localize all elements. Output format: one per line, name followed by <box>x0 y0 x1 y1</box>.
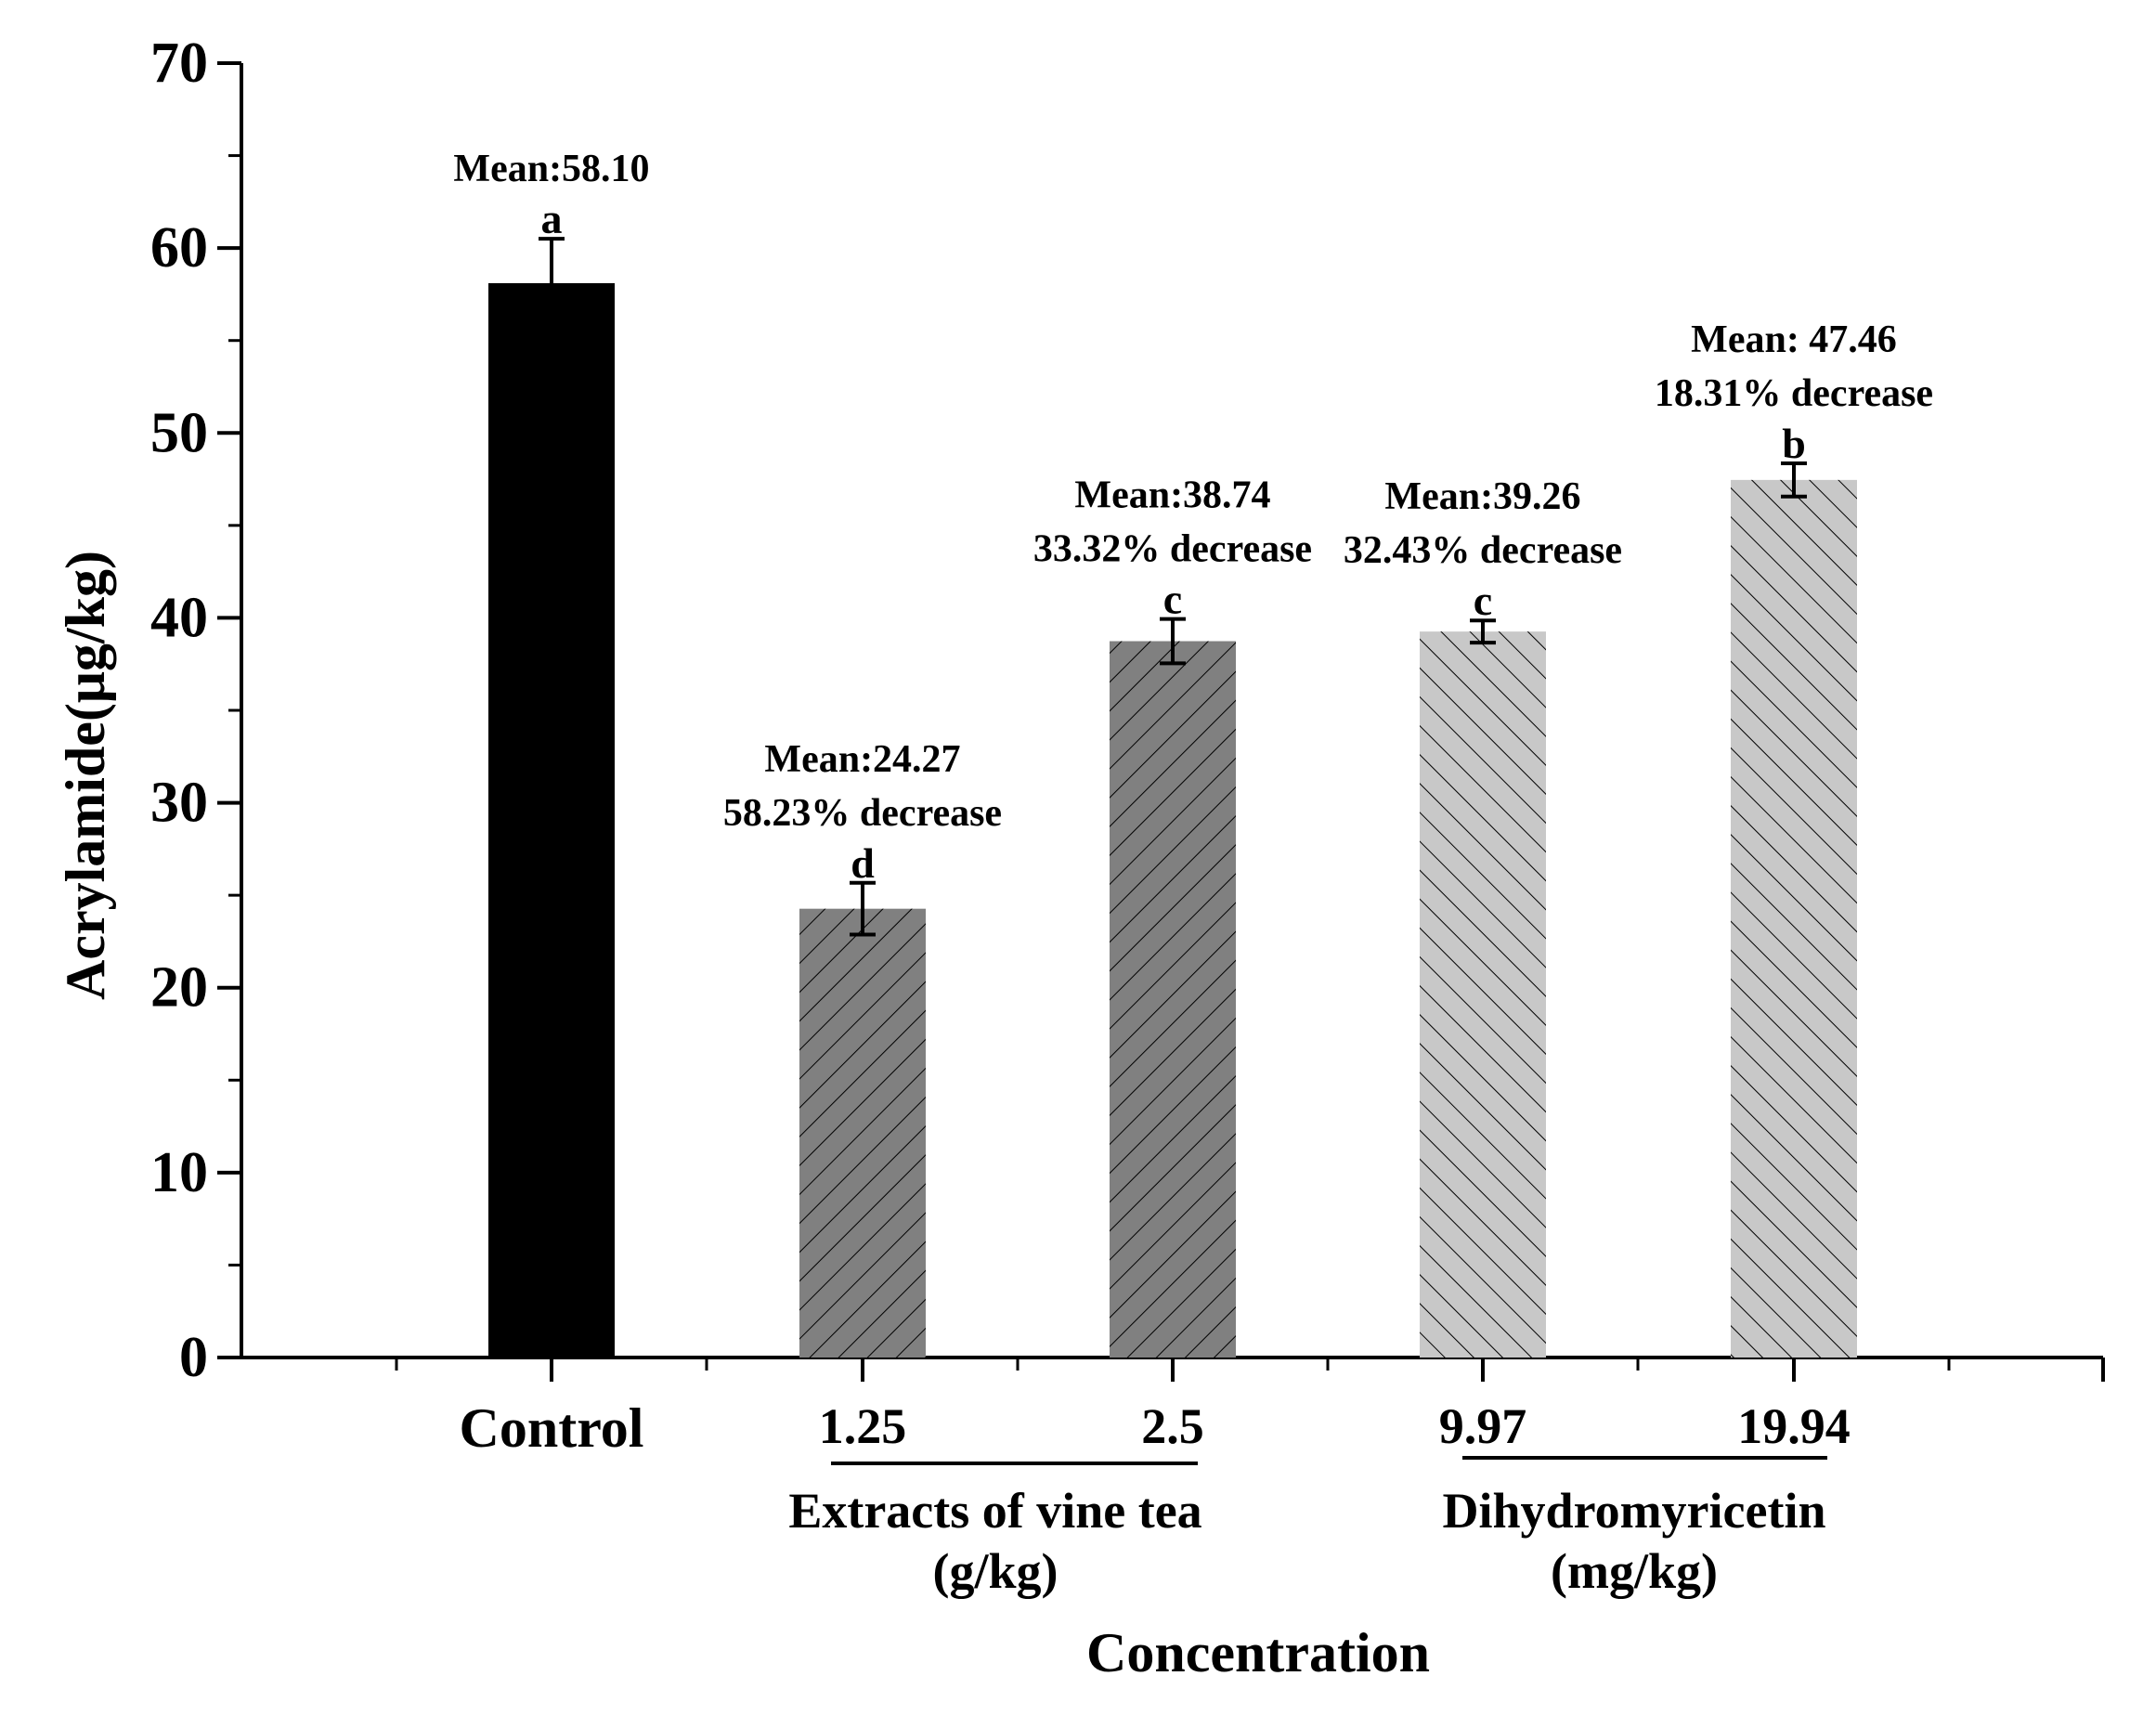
significance-letter: c <box>1474 577 1492 624</box>
labels: a Mean:58.10 Control d58.23% decrease Mean:2… <box>453 148 1933 1459</box>
significance-letter: a <box>541 195 563 242</box>
bars <box>488 237 1857 1358</box>
y-tick-label: 30 <box>150 772 208 835</box>
decrease-label: 32.43% decrease <box>1344 529 1622 572</box>
group-label-vine-tea: Extracts of vine tea <box>788 1483 1201 1539</box>
category-label: 19.94 <box>1737 1398 1851 1454</box>
error-bar <box>1470 618 1496 645</box>
bar-hatch <box>1731 479 1857 1358</box>
mean-label: Mean: 47.46 <box>1691 318 1897 361</box>
decrease-label: 58.23% decrease <box>723 792 1002 835</box>
category-label: 1.25 <box>819 1398 907 1454</box>
mean-label: Mean:24.27 <box>764 738 960 781</box>
y-tick-label: 60 <box>150 216 208 279</box>
mean-label: Mean:38.74 <box>1074 474 1270 517</box>
y-tick-label: 0 <box>179 1326 208 1389</box>
bar-hatch <box>1110 641 1236 1358</box>
mean-label: Mean:58.10 <box>453 148 649 190</box>
bar <box>488 282 615 1358</box>
significance-letter: b <box>1782 420 1806 467</box>
y-axis-title: Acrylamide(μg/kg) <box>55 551 116 1000</box>
significance-letter: c <box>1163 576 1182 623</box>
decrease-label: 18.31% decrease <box>1655 372 1933 415</box>
group-label-dihydromyricetin: Dihydromyricetin <box>1443 1483 1826 1539</box>
y-tick-label: 10 <box>150 1141 208 1204</box>
y-tick-label: 40 <box>150 586 208 649</box>
error-bar <box>539 237 565 330</box>
significance-letter: d <box>851 839 875 887</box>
category-label: 2.5 <box>1141 1398 1204 1454</box>
category-label: Control <box>460 1397 644 1459</box>
decrease-label: 33.32% decrease <box>1033 528 1312 571</box>
group-unit-vine-tea: (g/kg) <box>933 1543 1059 1599</box>
error-bar <box>1160 617 1186 666</box>
x-axis-title: Concentration <box>1086 1622 1430 1683</box>
y-tick-label: 50 <box>150 401 208 464</box>
error-bar <box>850 880 876 937</box>
error-bar <box>1781 461 1807 499</box>
y-tick-label: 70 <box>150 32 208 95</box>
category-label: 9.97 <box>1439 1398 1527 1454</box>
group-unit-dihydromyricetin: (mg/kg) <box>1551 1543 1718 1599</box>
bar-hatch <box>799 908 926 1358</box>
mean-label: Mean:39.26 <box>1384 475 1580 518</box>
bar-hatch <box>1420 631 1546 1358</box>
y-tick-label: 20 <box>150 956 208 1020</box>
